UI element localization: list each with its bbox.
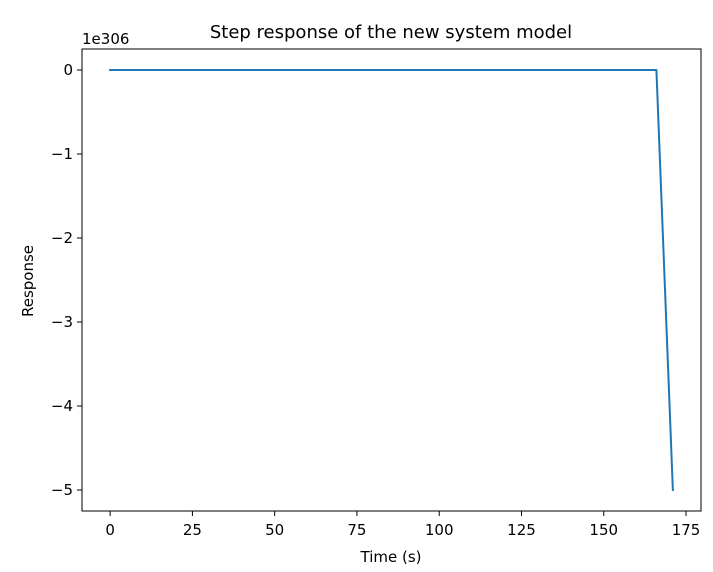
x-tick-label: 0 xyxy=(105,521,115,539)
y-tick-label: −1 xyxy=(51,145,73,163)
chart-title: Step response of the new system model xyxy=(210,22,572,43)
x-axis-label: Time (s) xyxy=(360,548,422,566)
y-axis-ticks: 0 −1 −2 −3 −4 −5 xyxy=(51,61,82,499)
x-tick-label: 75 xyxy=(347,521,366,539)
y-tick-label: −4 xyxy=(51,397,73,415)
y-tick-label: −5 xyxy=(51,481,73,499)
x-tick-label: 125 xyxy=(507,521,536,539)
x-tick-label: 25 xyxy=(183,521,202,539)
x-axis-ticks: 0 25 50 75 100 125 150 175 xyxy=(105,511,700,539)
y-tick-label: −2 xyxy=(51,229,73,247)
y-axis-offset-label: 1e306 xyxy=(82,30,129,48)
axes-frame xyxy=(81,48,702,512)
y-tick-label: −3 xyxy=(51,313,73,331)
x-tick-label: 100 xyxy=(425,521,454,539)
x-tick-label: 175 xyxy=(672,521,701,539)
series-line-0 xyxy=(109,69,674,492)
plot-layer xyxy=(109,69,674,492)
x-tick-label: 50 xyxy=(265,521,284,539)
y-axis-label: Response xyxy=(19,245,37,317)
x-tick-label: 150 xyxy=(589,521,618,539)
y-tick-label: 0 xyxy=(63,61,73,79)
